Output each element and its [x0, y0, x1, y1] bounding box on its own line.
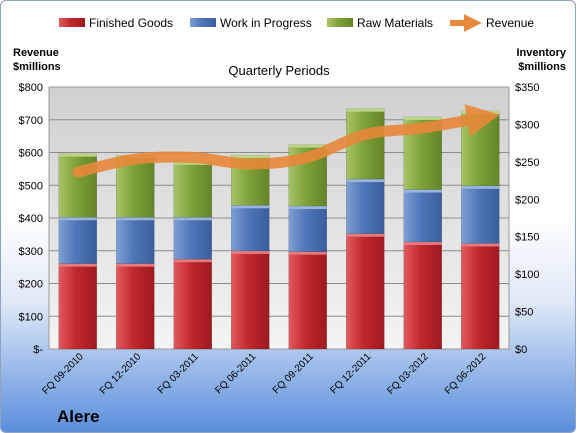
bar-raw-materials: [173, 161, 212, 218]
bar-finished-goods: [403, 241, 442, 350]
bar-finished-goods: [58, 263, 97, 350]
left-tick-label: $300: [19, 246, 43, 258]
bar-top-raw-materials: [288, 144, 327, 148]
bar-work-in-progress: [288, 205, 327, 252]
legend-label-raw-materials: Raw Materials: [357, 16, 433, 30]
bar-top-work-in-progress: [116, 217, 155, 221]
bar-finished-goods: [116, 263, 155, 350]
right-tick-label: $250: [515, 157, 539, 169]
bar-finished-goods: [231, 250, 270, 350]
category-label: FQ 06-2012: [443, 351, 489, 397]
right-axis-title-line1: Inventory: [516, 47, 566, 59]
bar-top-raw-materials: [403, 116, 442, 120]
category-labels: FQ 09-2010 FQ 12-2010 FQ 03-2011 FQ 06-2011…: [40, 351, 488, 397]
bar-top-finished-goods: [403, 241, 442, 245]
bar-top-finished-goods: [231, 250, 270, 254]
company-name: Alere: [57, 407, 100, 426]
category-label: FQ 12-2010: [98, 351, 144, 397]
bar-top-work-in-progress: [461, 185, 500, 189]
bar-top-work-in-progress: [403, 189, 442, 193]
bar-finished-goods: [461, 243, 500, 350]
chart-title: Quarterly Periods: [228, 63, 330, 78]
bar-work-in-progress: [403, 189, 442, 243]
left-tick-label: $700: [19, 115, 43, 127]
bar-top-raw-materials: [346, 108, 385, 112]
right-tick-label: $200: [515, 194, 539, 206]
left-axis-title-line2: $millions: [13, 61, 61, 73]
bar-top-finished-goods: [346, 233, 385, 237]
right-tick-label: $350: [515, 82, 539, 94]
revenue-line: [72, 104, 500, 178]
bar-top-finished-goods: [288, 251, 327, 255]
right-axis-ticks: $0 $50 $100 $150 $200 $250 $300 $350: [515, 82, 539, 356]
left-tick-label: $500: [19, 180, 43, 192]
legend-swatch-work-in-progress: [190, 18, 216, 27]
bar-finished-goods: [288, 251, 327, 350]
legend-label-work-in-progress: Work in Progress: [220, 16, 312, 30]
left-tick-label: $600: [19, 148, 43, 160]
legend-item-finished-goods: Finished Goods: [59, 16, 173, 30]
left-tick-label: $-: [33, 344, 43, 356]
bar-top-raw-materials: [58, 153, 97, 157]
revenue-series: [72, 104, 500, 178]
legend-swatch-raw-materials: [327, 18, 353, 27]
bar-work-in-progress: [461, 185, 500, 244]
category-label: FQ 03-2012: [385, 351, 431, 397]
bar-top-work-in-progress: [288, 206, 327, 210]
legend-item-raw-materials: Raw Materials: [327, 16, 433, 30]
bar-work-in-progress: [346, 178, 385, 234]
left-tick-label: $100: [19, 311, 43, 323]
left-tick-label: $200: [19, 279, 43, 291]
left-axis-title-line1: Revenue: [13, 47, 59, 59]
right-tick-label: $300: [515, 119, 539, 131]
category-label: FQ 12-2011: [328, 351, 373, 396]
category-label: FQ 09-2010: [40, 351, 86, 397]
category-label: FQ 06-2011: [213, 351, 258, 396]
bar-work-in-progress: [173, 217, 212, 260]
bar-top-raw-materials: [231, 155, 270, 159]
legend: Finished Goods Work in Progress Raw Mate…: [59, 14, 534, 32]
bar-finished-goods: [173, 258, 212, 350]
bar-work-in-progress: [58, 217, 97, 264]
bar-raw-materials: [116, 154, 155, 218]
bar-finished-goods: [346, 233, 385, 350]
legend-item-revenue: Revenue: [450, 14, 534, 32]
bar-work-in-progress: [231, 205, 270, 252]
bar-top-work-in-progress: [346, 179, 385, 183]
bar-top-finished-goods: [58, 263, 97, 267]
right-tick-label: $100: [515, 269, 539, 281]
legend-swatch-finished-goods: [59, 18, 85, 27]
bar-top-work-in-progress: [173, 217, 212, 221]
bar-top-finished-goods: [116, 263, 155, 267]
bar-top-work-in-progress: [231, 205, 270, 209]
right-tick-label: $50: [515, 307, 533, 319]
right-tick-label: $0: [515, 344, 527, 356]
legend-label-revenue: Revenue: [486, 16, 534, 30]
left-tick-label: $800: [19, 82, 43, 94]
category-label: FQ 09-2011: [271, 351, 316, 396]
category-label: FQ 03-2011: [156, 351, 201, 396]
legend-item-work-in-progress: Work in Progress: [190, 16, 312, 30]
bar-top-raw-materials: [173, 161, 212, 165]
bar-top-finished-goods: [461, 243, 500, 247]
right-axis-title-line2: $millions: [518, 61, 566, 73]
bar-top-finished-goods: [173, 259, 212, 263]
left-tick-label: $400: [19, 213, 43, 225]
bar-work-in-progress: [116, 217, 155, 264]
bars: [58, 108, 500, 350]
legend-label-finished-goods: Finished Goods: [89, 16, 173, 30]
bar-top-work-in-progress: [58, 217, 97, 221]
right-tick-label: $150: [515, 232, 539, 244]
left-axis-ticks: $- $100 $200 $300 $400 $500 $600 $700 $800: [19, 82, 44, 356]
